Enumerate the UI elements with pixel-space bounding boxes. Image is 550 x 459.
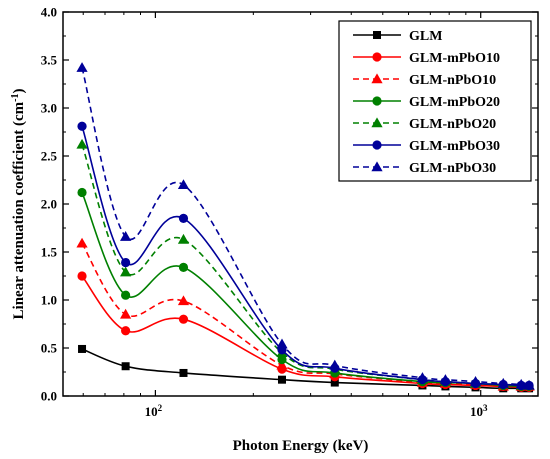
data-point: [497, 377, 509, 388]
y-tick-label: 1.0: [41, 293, 57, 308]
legend-swatch-marker: [371, 161, 383, 172]
data-point: [77, 121, 87, 131]
data-point: [177, 179, 190, 189]
data-point: [329, 359, 341, 370]
x-tick-label-exp: 3: [483, 403, 488, 413]
data-point: [77, 187, 87, 198]
y-tick-label: 2.5: [41, 149, 58, 164]
series-layer: [76, 62, 535, 393]
series-glm-npbo30: [76, 62, 535, 390]
legend-item: GLM-mPbO30: [353, 139, 500, 154]
legend-item: GLM: [353, 29, 442, 44]
legend-label: GLM-nPbO20: [409, 117, 496, 132]
y-tick-label: 2.0: [41, 197, 57, 212]
data-point: [179, 368, 188, 377]
legend-swatch-marker: [373, 31, 381, 39]
x-axis-title: Photon Energy (keV): [233, 438, 369, 454]
data-point: [121, 362, 130, 371]
legend-item: GLM-nPbO20: [353, 117, 496, 132]
legend-swatch-marker: [372, 96, 382, 106]
y-axis-title-main: Linear attenuation coefficient (cm: [11, 101, 27, 319]
data-point: [178, 314, 189, 324]
y-tick-label: 3.5: [41, 53, 58, 68]
y-tick-label: 0.5: [41, 341, 58, 356]
data-point: [515, 378, 527, 389]
legend-swatch-marker: [371, 117, 383, 128]
data-point: [120, 231, 132, 241]
x-tick-label-base: 10: [470, 404, 483, 419]
data-point: [177, 295, 190, 306]
legend-swatch-marker: [371, 73, 383, 84]
y-axis-title: Linear attenuation coefficient (cm-1): [10, 89, 28, 320]
x-tick-label: 103: [470, 403, 488, 419]
data-point: [120, 308, 132, 319]
y-tick-label: 4.0: [41, 5, 57, 20]
series-glm-npbo10: [76, 237, 535, 391]
y-tick-label: 0.0: [41, 389, 57, 404]
legend-swatch-marker: [372, 140, 382, 150]
data-point: [177, 233, 190, 244]
series-line: [81, 192, 530, 388]
data-point: [121, 290, 131, 300]
legend-label: GLM-mPbO20: [409, 95, 500, 110]
legend-item: GLM-nPbO30: [353, 161, 496, 176]
data-point: [120, 266, 132, 277]
y-tick-label: 3.0: [41, 101, 57, 116]
data-point: [76, 62, 88, 72]
data-point: [277, 375, 286, 384]
legend-swatch-marker: [372, 52, 382, 62]
legend-label: GLM-mPbO30: [409, 139, 500, 154]
x-tick-label: 102: [145, 403, 163, 419]
data-point: [276, 338, 288, 349]
data-point: [178, 213, 189, 223]
y-tick-label: 1.5: [41, 245, 58, 260]
data-point: [78, 344, 87, 353]
data-point: [416, 372, 429, 382]
legend-label: GLM: [409, 29, 442, 44]
data-point: [277, 354, 287, 365]
data-point: [276, 359, 288, 370]
data-point: [76, 138, 88, 149]
legend-item: GLM-nPbO10: [353, 73, 496, 88]
data-point: [178, 262, 189, 272]
y-axis-title-sup: -1: [10, 94, 21, 102]
data-point: [121, 326, 131, 336]
series-line: [81, 242, 530, 388]
data-point: [121, 257, 131, 268]
data-point: [77, 271, 87, 281]
y-axis-title-close: ): [11, 89, 27, 94]
data-point: [76, 237, 88, 248]
data-point: [523, 379, 535, 390]
x-tick-label-exp: 2: [158, 403, 163, 413]
data-point: [469, 376, 482, 386]
series-glm-mpbo10: [77, 271, 534, 392]
data-point: [330, 378, 339, 387]
legend-label: GLM-nPbO10: [409, 73, 496, 88]
series-glm-mpbo20: [77, 187, 534, 391]
legend: GLM GLM-mPbO10 GLM-nPbO10 GLM-mPbO20 GLM-nPb…: [338, 20, 532, 182]
legend-item: GLM-mPbO20: [353, 95, 500, 110]
legend-label: GLM-mPbO10: [409, 51, 500, 66]
x-tick-label-base: 10: [145, 404, 158, 419]
legend-label: GLM-nPbO30: [409, 161, 496, 176]
legend-item: GLM-mPbO10: [353, 51, 500, 66]
data-point: [439, 374, 452, 384]
